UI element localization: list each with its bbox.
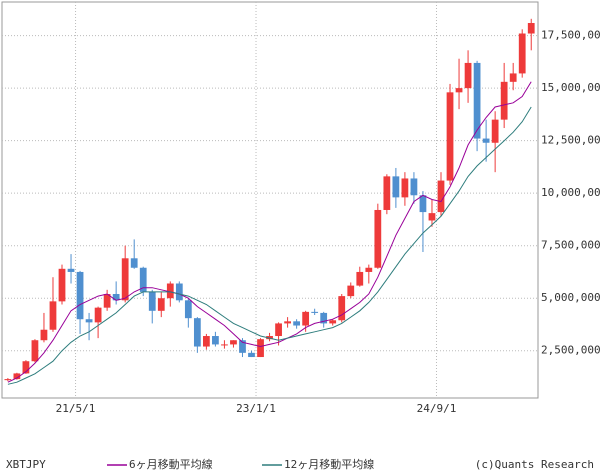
- candle-body: [76, 271, 84, 320]
- candle-body: [22, 361, 30, 374]
- candle-body: [518, 33, 526, 74]
- candle-body: [112, 294, 120, 301]
- candle-body: [203, 336, 210, 347]
- x-tick-label: 21/5/1: [56, 402, 96, 415]
- legend-label: 6ヶ月移動平均線: [129, 457, 213, 471]
- y-tick-label: 15,000,000: [541, 81, 600, 94]
- candle-body: [166, 283, 174, 299]
- candle-body: [275, 323, 282, 337]
- candle-body: [392, 176, 400, 198]
- candle-body: [94, 307, 102, 323]
- candle-body: [184, 300, 192, 319]
- candle-body: [347, 285, 355, 297]
- candle-body: [212, 336, 219, 345]
- ma-line: [7, 106, 532, 385]
- x-tick-label: 23/1/1: [236, 402, 276, 415]
- y-tick-label: 10,000,000: [541, 186, 600, 199]
- candle-body: [311, 311, 319, 313]
- legend-label: 12ヶ月移動平均線: [284, 457, 374, 471]
- candle-body: [257, 339, 264, 358]
- y-tick-label: 7,500,000: [541, 239, 600, 252]
- candle-body: [320, 312, 328, 324]
- candle-body: [31, 340, 39, 362]
- candle-body: [419, 195, 427, 213]
- candle-body: [148, 291, 156, 311]
- candle-body: [338, 296, 346, 321]
- y-tick-label: 12,500,000: [541, 134, 600, 147]
- candle-body: [49, 301, 57, 330]
- candle-body: [455, 88, 463, 93]
- candle-body: [428, 213, 436, 221]
- y-tick-label: 5,000,000: [541, 291, 600, 304]
- candle-body: [139, 267, 147, 292]
- candle-body: [491, 119, 499, 143]
- candle-body: [329, 320, 337, 324]
- candle-body: [67, 268, 75, 272]
- credit: (c)Quants Research: [475, 458, 594, 471]
- candle-body: [13, 373, 21, 380]
- candle-body: [446, 92, 454, 181]
- x-tick-label: 24/9/1: [417, 402, 457, 415]
- candle-body: [482, 138, 490, 143]
- candle-body: [356, 271, 364, 286]
- candle-body: [230, 340, 237, 345]
- symbol: XBTJPY: [6, 458, 46, 471]
- candle-body: [473, 62, 481, 139]
- candle-body: [175, 283, 183, 301]
- candle-body: [500, 81, 508, 120]
- plot-frame: [1, 1, 539, 399]
- candle-body: [248, 352, 255, 358]
- candle-body: [383, 176, 391, 210]
- candle-body: [509, 73, 517, 82]
- candle-body: [121, 258, 129, 301]
- candle-body: [193, 318, 201, 347]
- candle-body: [437, 180, 445, 213]
- y-tick-label: 2,500,000: [541, 344, 600, 357]
- candle-body: [374, 209, 382, 268]
- candle-body: [103, 294, 111, 308]
- candle-body: [527, 23, 535, 34]
- candle-body: [157, 298, 165, 311]
- y-tick-label: 17,500,000: [541, 29, 600, 42]
- candle-body: [410, 178, 418, 196]
- candle-body: [58, 268, 66, 302]
- candle-body: [464, 62, 472, 89]
- candle-body: [130, 258, 138, 268]
- candle-body: [85, 319, 93, 323]
- candle-body: [239, 340, 246, 353]
- candle-body: [221, 344, 228, 346]
- candle-body: [40, 329, 48, 341]
- candle-body: [365, 267, 373, 272]
- candle-body: [293, 321, 301, 326]
- candle-body: [284, 321, 291, 324]
- ma-line: [7, 81, 532, 383]
- candle-body: [401, 178, 409, 198]
- candle-body: [4, 379, 12, 381]
- candle-body: [302, 311, 310, 326]
